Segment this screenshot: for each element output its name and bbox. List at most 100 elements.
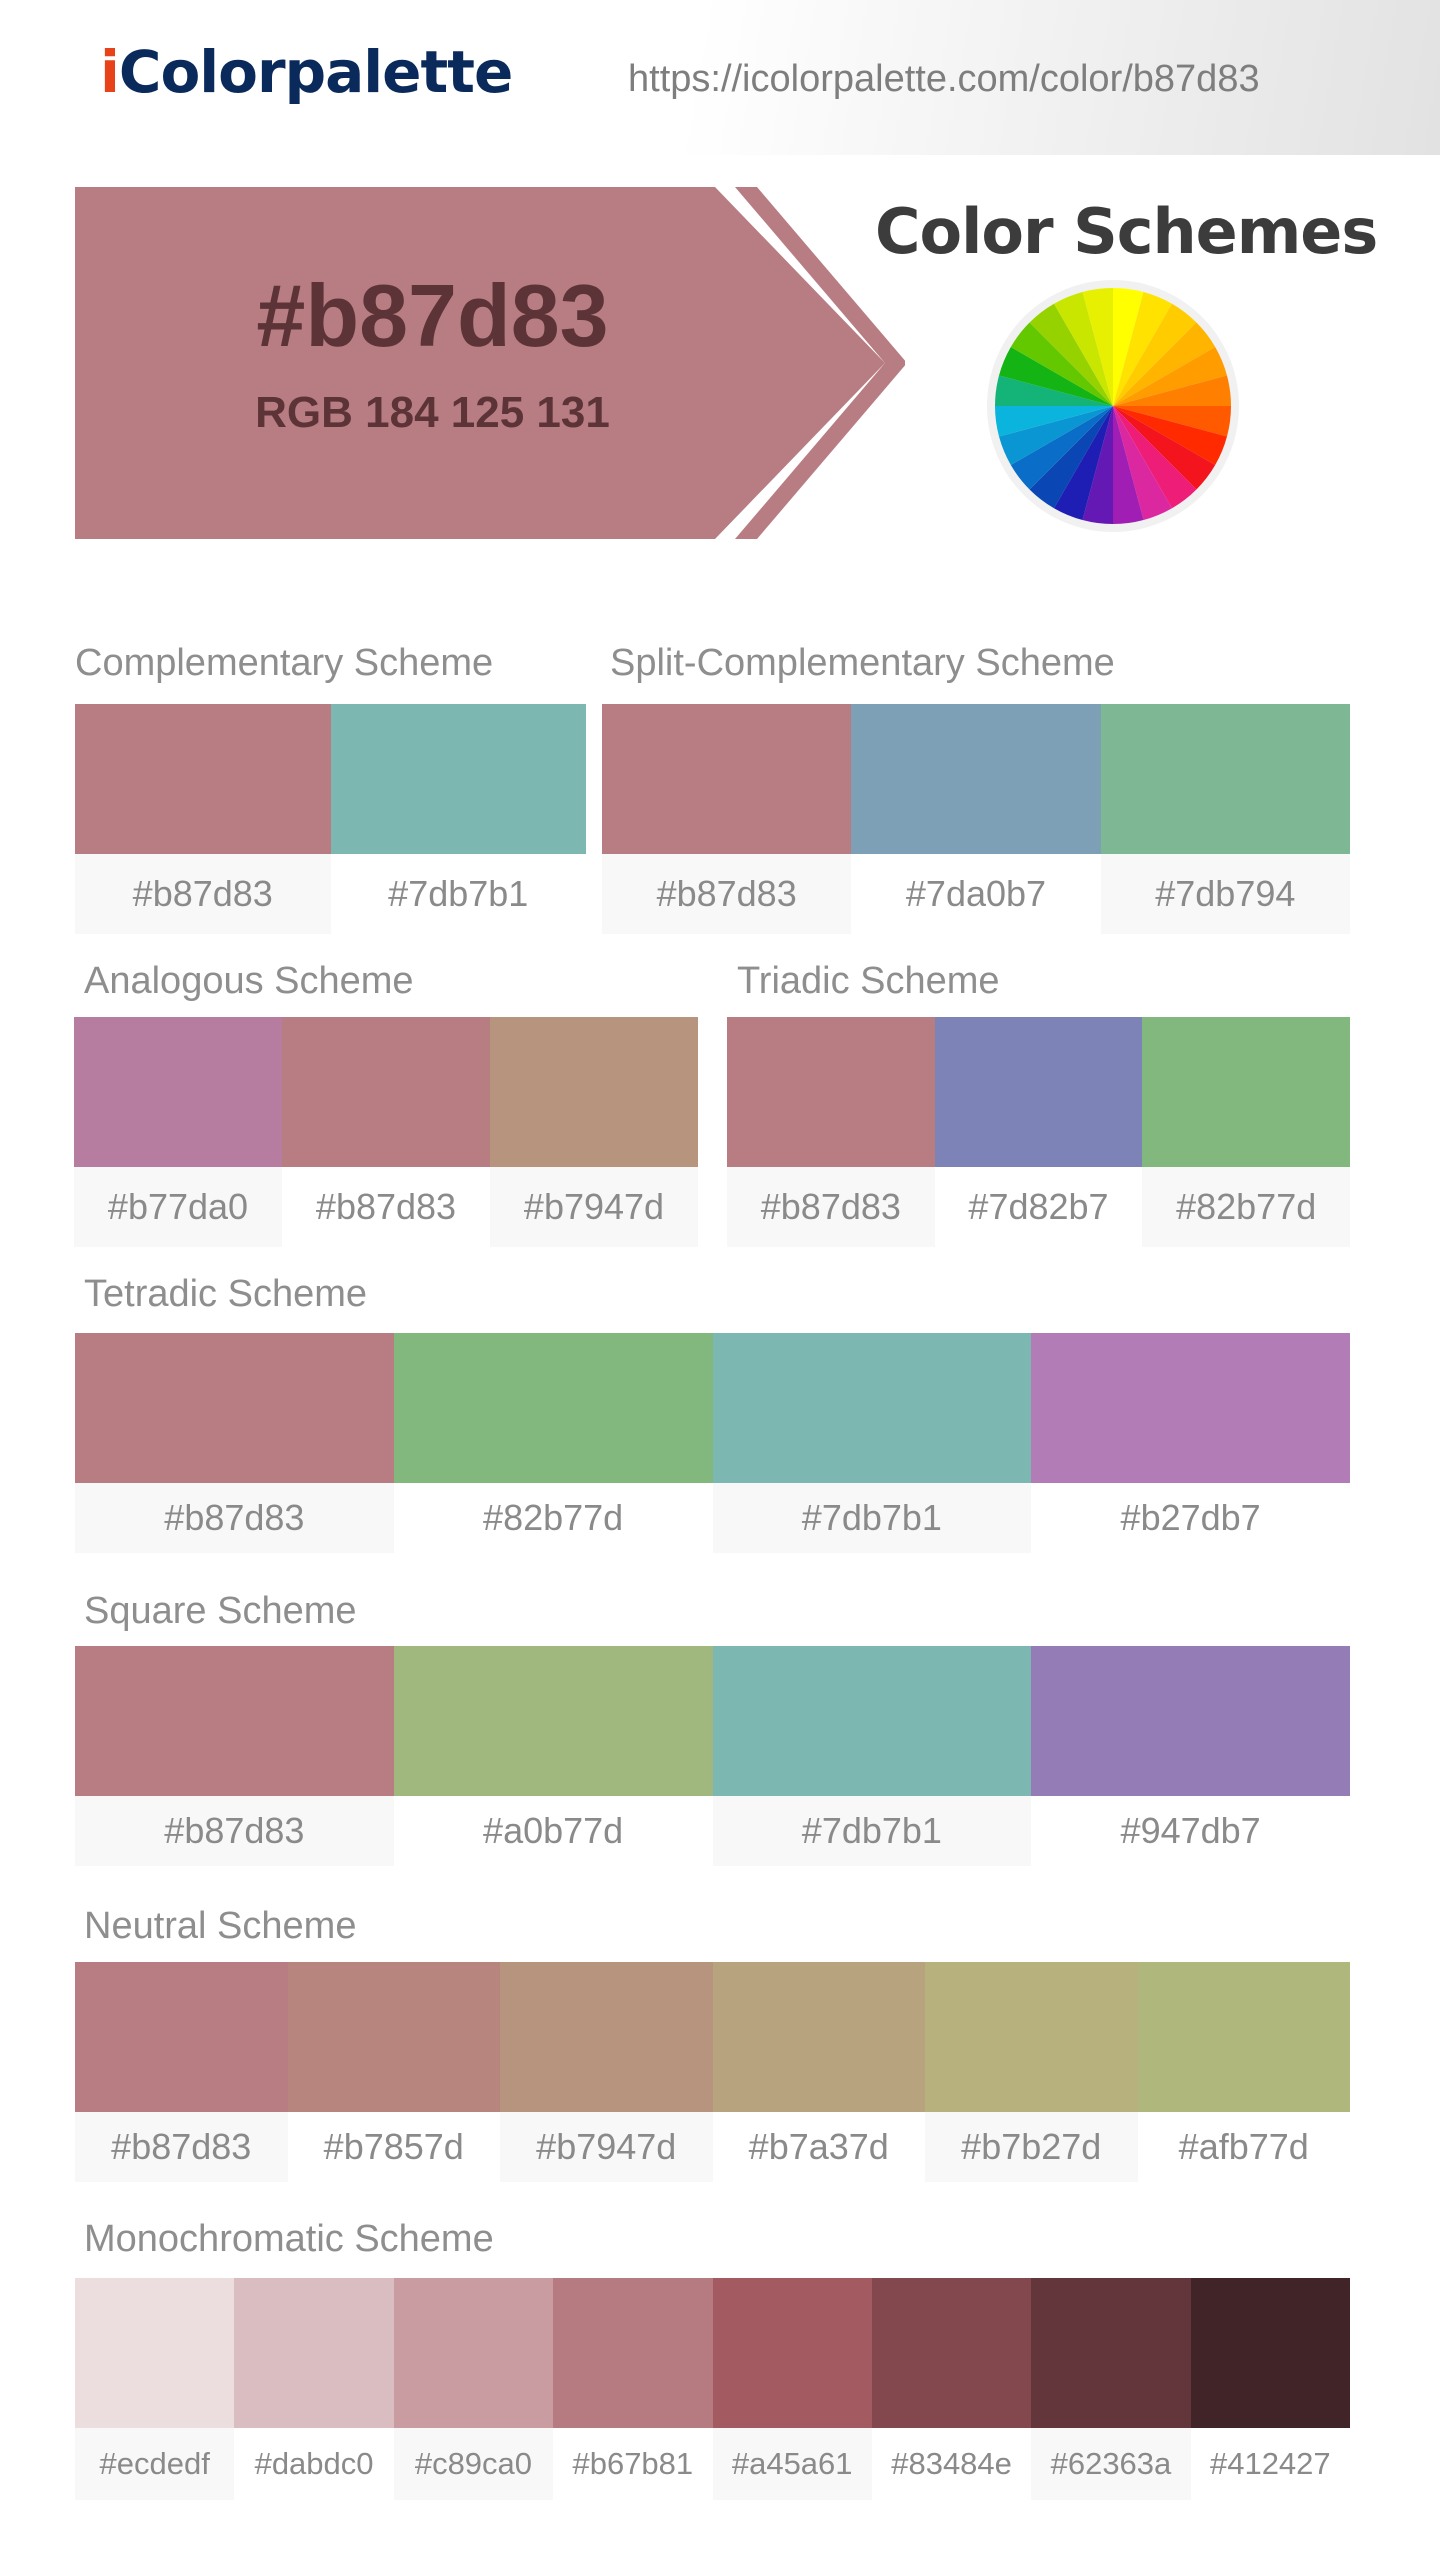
swatch-item[interactable]: #82b77d bbox=[1142, 1017, 1351, 1247]
swatch-item[interactable]: #dabdc0 bbox=[234, 2278, 394, 2500]
swatch-item[interactable]: #a45a61 bbox=[712, 2278, 872, 2500]
color-swatch[interactable] bbox=[234, 2278, 394, 2428]
swatch-item[interactable]: #c89ca0 bbox=[393, 2278, 554, 2500]
swatch-item[interactable]: #b7947d bbox=[500, 1962, 713, 2182]
swatch-hex-label[interactable]: #a0b77d bbox=[393, 1796, 713, 1866]
swatch-item[interactable]: #b7947d bbox=[490, 1017, 698, 1247]
page-url[interactable]: https://icolorpalette.com/color/b87d83 bbox=[628, 58, 1260, 100]
swatch-hex-label[interactable]: #7db7b1 bbox=[712, 1796, 1032, 1866]
swatch-hex-label[interactable]: #62363a bbox=[1031, 2428, 1191, 2500]
color-swatch[interactable] bbox=[851, 704, 1101, 854]
swatch-hex-label[interactable]: #412427 bbox=[1190, 2428, 1350, 2500]
color-swatch[interactable] bbox=[934, 1017, 1143, 1167]
swatch-item[interactable]: #a0b77d bbox=[393, 1646, 713, 1866]
swatch-hex-label[interactable]: #b87d83 bbox=[602, 854, 852, 934]
swatch-hex-label[interactable]: #b7947d bbox=[490, 1167, 698, 1247]
color-swatch[interactable] bbox=[75, 704, 331, 854]
color-swatch[interactable] bbox=[1031, 1646, 1350, 1796]
swatch-hex-label[interactable]: #947db7 bbox=[1031, 1796, 1350, 1866]
swatch-hex-label[interactable]: #b27db7 bbox=[1031, 1483, 1350, 1553]
swatch-item[interactable]: #7db794 bbox=[1100, 704, 1350, 934]
color-swatch[interactable] bbox=[1190, 2278, 1350, 2428]
swatch-item[interactable]: #b87d83 bbox=[75, 704, 331, 934]
color-swatch[interactable] bbox=[330, 704, 586, 854]
color-swatch[interactable] bbox=[712, 1333, 1032, 1483]
color-swatch[interactable] bbox=[1031, 2278, 1191, 2428]
color-swatch[interactable] bbox=[287, 1962, 500, 2112]
color-swatch[interactable] bbox=[925, 1962, 1138, 2112]
color-swatch[interactable] bbox=[871, 2278, 1032, 2428]
swatch-hex-label[interactable]: #82b77d bbox=[393, 1483, 713, 1553]
color-swatch[interactable] bbox=[74, 1017, 282, 1167]
swatch-hex-label[interactable]: #b67b81 bbox=[553, 2428, 713, 2500]
color-swatch[interactable] bbox=[712, 2278, 872, 2428]
swatch-hex-label[interactable]: #b87d83 bbox=[727, 1167, 935, 1247]
swatch-hex-label[interactable]: #82b77d bbox=[1142, 1167, 1351, 1247]
swatch-hex-label[interactable]: #7d82b7 bbox=[934, 1167, 1143, 1247]
color-swatch[interactable] bbox=[553, 2278, 713, 2428]
swatch-hex-label[interactable]: #b87d83 bbox=[282, 1167, 490, 1247]
color-swatch[interactable] bbox=[712, 1962, 925, 2112]
swatch-item[interactable]: #82b77d bbox=[393, 1333, 713, 1553]
swatch-item[interactable]: #b27db7 bbox=[1031, 1333, 1350, 1553]
swatch-hex-label[interactable]: #7db7b1 bbox=[712, 1483, 1032, 1553]
swatch-item[interactable]: #b67b81 bbox=[553, 2278, 713, 2500]
swatch-item[interactable]: #7da0b7 bbox=[851, 704, 1101, 934]
swatch-item[interactable]: #7db7b1 bbox=[712, 1333, 1032, 1553]
color-swatch[interactable] bbox=[1142, 1017, 1351, 1167]
site-logo[interactable]: iColorpalette bbox=[100, 38, 513, 106]
swatch-hex-label[interactable]: #7db794 bbox=[1100, 854, 1350, 934]
swatch-hex-label[interactable]: #7da0b7 bbox=[851, 854, 1101, 934]
swatch-item[interactable]: #7db7b1 bbox=[330, 704, 586, 934]
swatch-item[interactable]: #b87d83 bbox=[75, 1962, 288, 2182]
swatch-hex-label[interactable]: #7db7b1 bbox=[330, 854, 586, 934]
swatch-hex-label[interactable]: #ecdedf bbox=[75, 2428, 235, 2500]
swatch-item[interactable]: #83484e bbox=[871, 2278, 1032, 2500]
color-swatch[interactable] bbox=[500, 1962, 713, 2112]
color-swatch[interactable] bbox=[1137, 1962, 1350, 2112]
swatch-hex-label[interactable]: #b87d83 bbox=[75, 1796, 394, 1866]
color-swatch[interactable] bbox=[75, 1333, 394, 1483]
color-swatch[interactable] bbox=[282, 1017, 490, 1167]
color-swatch[interactable] bbox=[393, 1646, 713, 1796]
swatch-hex-label[interactable]: #b7857d bbox=[287, 2112, 500, 2182]
swatch-item[interactable]: #b7a37d bbox=[712, 1962, 925, 2182]
color-swatch[interactable] bbox=[1031, 1333, 1350, 1483]
color-swatch[interactable] bbox=[712, 1646, 1032, 1796]
color-swatch[interactable] bbox=[602, 704, 852, 854]
swatch-item[interactable]: #afb77d bbox=[1137, 1962, 1350, 2182]
swatch-item[interactable]: #b7857d bbox=[287, 1962, 500, 2182]
color-swatch[interactable] bbox=[75, 2278, 235, 2428]
swatch-hex-label[interactable]: #dabdc0 bbox=[234, 2428, 394, 2500]
swatch-hex-label[interactable]: #afb77d bbox=[1137, 2112, 1350, 2182]
swatch-hex-label[interactable]: #b7a37d bbox=[712, 2112, 925, 2182]
swatch-hex-label[interactable]: #b87d83 bbox=[75, 854, 331, 934]
swatch-hex-label[interactable]: #b87d83 bbox=[75, 1483, 394, 1553]
swatch-item[interactable]: #7db7b1 bbox=[712, 1646, 1032, 1866]
swatch-item[interactable]: #b7b27d bbox=[925, 1962, 1138, 2182]
color-swatch[interactable] bbox=[727, 1017, 935, 1167]
swatch-item[interactable]: #412427 bbox=[1190, 2278, 1350, 2500]
swatch-item[interactable]: #b87d83 bbox=[727, 1017, 935, 1247]
swatch-item[interactable]: #b87d83 bbox=[75, 1646, 394, 1866]
swatch-item[interactable]: #b77da0 bbox=[74, 1017, 282, 1247]
color-swatch[interactable] bbox=[75, 1962, 288, 2112]
swatch-item[interactable]: #947db7 bbox=[1031, 1646, 1350, 1866]
swatch-item[interactable]: #62363a bbox=[1031, 2278, 1191, 2500]
swatch-hex-label[interactable]: #b7947d bbox=[500, 2112, 713, 2182]
color-swatch[interactable] bbox=[393, 1333, 713, 1483]
swatch-hex-label[interactable]: #b77da0 bbox=[74, 1167, 282, 1247]
color-swatch[interactable] bbox=[490, 1017, 698, 1167]
swatch-item[interactable]: #b87d83 bbox=[282, 1017, 490, 1247]
swatch-item[interactable]: #b87d83 bbox=[75, 1333, 394, 1553]
color-swatch[interactable] bbox=[75, 1646, 394, 1796]
color-swatch[interactable] bbox=[1100, 704, 1350, 854]
swatch-hex-label[interactable]: #a45a61 bbox=[712, 2428, 872, 2500]
swatch-hex-label[interactable]: #c89ca0 bbox=[393, 2428, 554, 2500]
swatch-item[interactable]: #ecdedf bbox=[75, 2278, 235, 2500]
swatch-item[interactable]: #b87d83 bbox=[602, 704, 852, 934]
swatch-hex-label[interactable]: #b7b27d bbox=[925, 2112, 1138, 2182]
swatch-hex-label[interactable]: #b87d83 bbox=[75, 2112, 288, 2182]
color-swatch[interactable] bbox=[393, 2278, 554, 2428]
swatch-hex-label[interactable]: #83484e bbox=[871, 2428, 1032, 2500]
